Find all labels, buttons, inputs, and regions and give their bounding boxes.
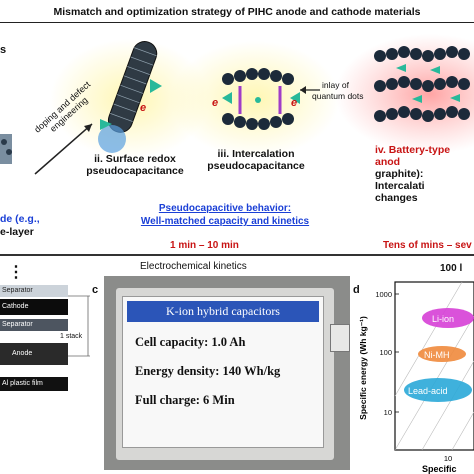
inlay-line: inlay of xyxy=(322,80,350,90)
separator-mid: Separator xyxy=(0,319,68,331)
ragone-plot: Li-ion Ni-MH Lead-acid 1000 100 10 10 Sp… xyxy=(358,281,474,474)
label-ni-mh: Ni-MH xyxy=(424,350,450,360)
y-tick-1000: 1000 xyxy=(375,290,392,299)
electron-iii: e xyxy=(212,97,218,109)
label-card: K-ion hybrid capacitors Cell capacity: 1… xyxy=(122,296,324,448)
left-anode-icon xyxy=(0,134,12,164)
region-ni-mh xyxy=(418,346,466,362)
y-axis-label: Specific energy (Wh kg⁻¹) xyxy=(358,316,368,420)
stack-dots: ⋮ xyxy=(8,264,24,281)
pseudo-line-2: Well-matched capacity and kinetics xyxy=(140,216,310,227)
label-surface-redox: ii. Surface redox pseudocapacitance xyxy=(86,153,184,177)
inlay-arrow xyxy=(300,86,320,94)
separator-top: Separator xyxy=(0,285,68,297)
film-layer: Al plastic film xyxy=(0,377,68,391)
battery-line-2: graphite): Intercalati xyxy=(375,168,425,192)
mechanism-illustration: e e e inlay of quantum dots xyxy=(0,34,474,175)
stack-bracket xyxy=(68,295,90,357)
label-lead-acid: Lead-acid xyxy=(408,386,448,396)
glow-iv xyxy=(335,34,474,154)
stack-diagram: Separator Cathode Separator Anode Al pla… xyxy=(0,285,70,443)
time-range-1: 1 min – 10 min xyxy=(170,240,239,251)
svg-text:quantum dots: quantum dots xyxy=(312,91,364,101)
left-fragment-1: de (e.g., xyxy=(0,213,40,225)
left-fragment-2: e-layer xyxy=(0,226,34,238)
doping-arrow xyxy=(34,123,93,175)
left-fragment: de (e.g., e-layer xyxy=(0,213,40,239)
y-tick-100: 100 xyxy=(379,348,392,357)
label-li-ion: Li-ion xyxy=(432,314,454,324)
anode-layer: Anode xyxy=(0,343,68,365)
x-axis-label: Specific xyxy=(422,464,457,474)
energy-density: Energy density: 140 Wh/kg xyxy=(135,364,281,378)
pseudo-line-1: Pseudocapacitive behavior: xyxy=(158,203,292,214)
battery-line-3: changes xyxy=(375,192,418,204)
cell-photo: K-ion hybrid capacitors Cell capacity: 1… xyxy=(104,276,350,470)
hundred-label: 100 l xyxy=(440,263,463,274)
cut-letter: s xyxy=(0,44,7,56)
battery-line-1: iv. Battery-type anod xyxy=(375,144,451,168)
ion-blob xyxy=(98,125,126,153)
battery-layers xyxy=(374,46,470,122)
x-tick-10: 10 xyxy=(444,454,452,463)
time-range-2: Tens of mins – sev xyxy=(383,240,472,251)
figure-title: Mismatch and optimization strategy of PI… xyxy=(53,6,421,18)
intercalation-layers xyxy=(222,68,300,130)
glow-iii xyxy=(170,41,340,157)
label-intercalation: iii. Intercalation pseudocapacitance xyxy=(207,148,305,172)
full-charge: Full charge: 6 Min xyxy=(135,393,235,407)
plot-frame xyxy=(394,281,474,451)
label-battery-type: iv. Battery-type anod graphite): Interca… xyxy=(375,144,474,204)
nanotube-icon xyxy=(107,41,158,133)
title-rule xyxy=(0,22,474,23)
panel-c-letter: c xyxy=(92,284,99,296)
kinetics-label: Electrochemical kinetics xyxy=(140,261,247,272)
ion-cone xyxy=(150,79,162,93)
cathode-layer: Cathode xyxy=(0,299,68,315)
electron-iii-b: e xyxy=(291,97,297,109)
pseudocapacitive-note: Pseudocapacitive behavior: Well-matched … xyxy=(110,202,340,228)
card-title: K-ion hybrid capacitors xyxy=(127,301,319,322)
region-li-ion xyxy=(422,308,474,328)
cell-capacity: Cell capacity: 1.0 Ah xyxy=(135,335,246,349)
electron-ii: e xyxy=(140,102,146,114)
cell-tab xyxy=(330,324,350,352)
y-tick-10: 10 xyxy=(384,408,392,417)
region-lead-acid xyxy=(404,378,472,402)
panel-d-letter: d xyxy=(353,284,360,296)
stack-label: 1 stack xyxy=(60,333,83,340)
section-divider xyxy=(0,254,474,256)
